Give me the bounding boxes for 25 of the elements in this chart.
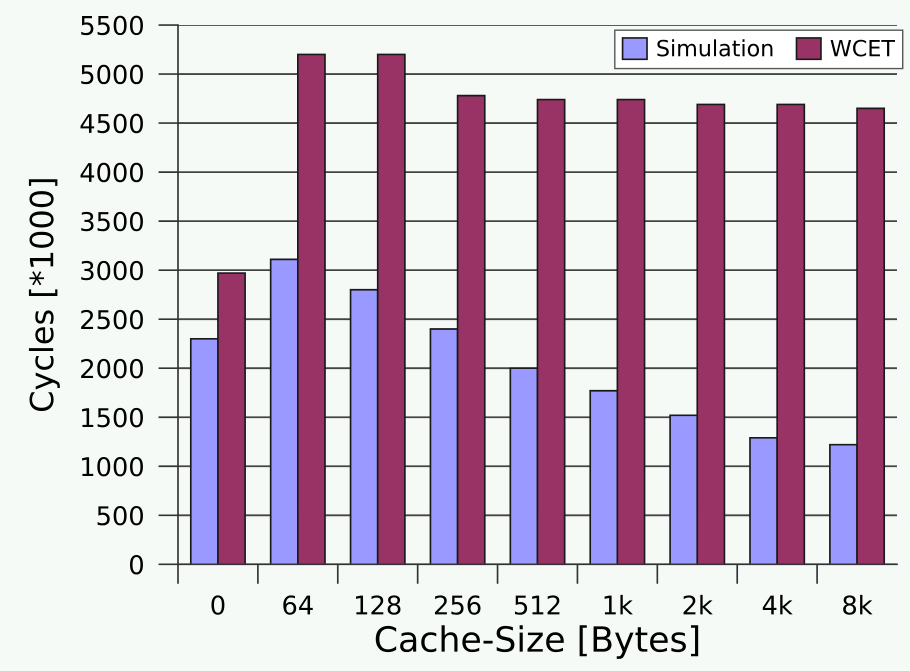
y-axis-title: Cycles [*1000] [28, 179, 60, 412]
y-tick-label: 500 [98, 506, 143, 526]
y-tick-label: 3500 [81, 212, 143, 232]
x-tick-label: 64 [283, 595, 313, 615]
y-tick-label: 1000 [82, 456, 143, 476]
legend-label: Simulation [657, 39, 772, 57]
y-tick-label: 4500 [80, 114, 143, 134]
y-tick-label: 5500 [81, 16, 143, 36]
x-tick-label: 2k [684, 594, 713, 614]
y-tick-label: 4000 [80, 162, 143, 182]
y-tick-label: 2000 [81, 358, 143, 378]
x-tick-label: 8k [843, 594, 873, 615]
x-tick-label: 4k [762, 594, 793, 614]
x-tick-label: 0 [211, 595, 224, 615]
x-tick-label: 256 [434, 595, 481, 615]
y-tick-label: 5000 [81, 64, 143, 84]
y-tick-label: 1500 [82, 408, 143, 428]
y-tick-label: 2500 [81, 310, 143, 330]
legend-label: WCET [830, 40, 896, 57]
x-axis-title: Cache-Size [Bytes] [376, 625, 698, 659]
x-tick-label: 1k [604, 594, 633, 614]
y-tick-label: 3000 [81, 260, 143, 280]
y-tick-label: 0 [130, 555, 143, 574]
x-tick-label: 512 [514, 595, 560, 615]
x-tick-label: 128 [356, 595, 400, 615]
